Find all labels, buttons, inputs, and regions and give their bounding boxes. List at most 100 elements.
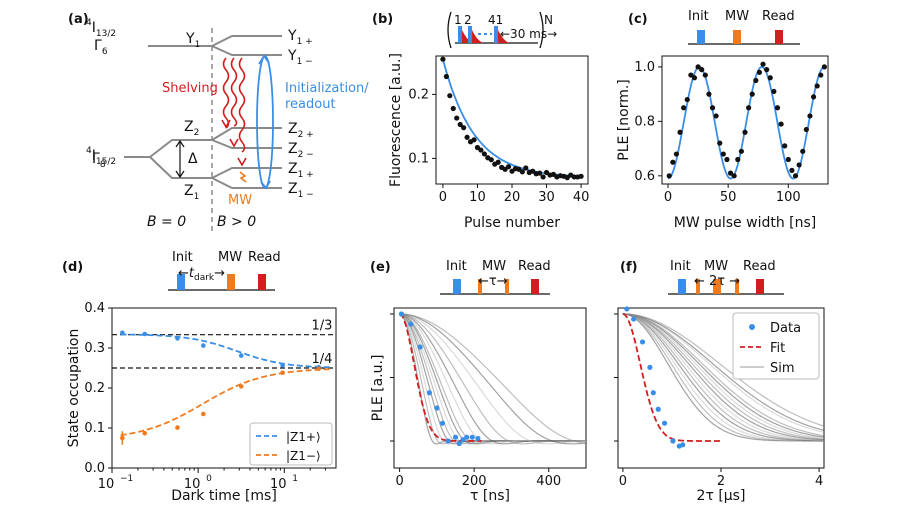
y1p-level (211, 35, 282, 47)
pulse-sequence-b: 1 2 41 ←30 ms→ N (447, 11, 557, 49)
seq-f-read-pulse (756, 279, 764, 294)
x-tick-label-d-0: 10 (184, 477, 201, 492)
x-tick-exponent-d--1: −1 (120, 474, 133, 484)
legend-label-minus-d: |Z1−⟩ (286, 449, 321, 463)
seq-label-1: 1 (454, 13, 462, 27)
sim-curve-plot-f (622, 313, 824, 438)
pulse-sequence-d: Init ←tdark→ MW Read (168, 250, 281, 291)
z1m-label: Z1 − (288, 181, 314, 200)
b-positive-label: B > 0 (217, 214, 256, 230)
data-point-plot-e (398, 311, 405, 317)
x-tick-label-d--1: 10 (98, 477, 115, 492)
panel-a-label: (a) (68, 12, 89, 27)
axes-frame-c (661, 55, 829, 185)
data-point-c (818, 72, 824, 78)
y1m-label: Y1 − (287, 48, 313, 67)
data-point-b (471, 137, 477, 143)
legend-label-plus-d: |Z1+⟩ (286, 430, 321, 444)
seq-pulse-2 (468, 26, 472, 43)
seq-d-init-pulse (177, 274, 185, 290)
data-point-b (478, 147, 484, 153)
data-point-d-minus (175, 425, 180, 430)
seq-f-init-pulse (678, 279, 686, 294)
data-point-b (505, 164, 512, 170)
data-point-c (774, 105, 781, 111)
data-point-plot-f (624, 306, 630, 312)
panel-f: (f) Init MW ← 2τ → Read 0 2 4 2τ [μs] Data Fi… (614, 259, 825, 504)
data-point-plot-f (661, 420, 668, 426)
plot-c: 0 50 100 0.6 0.8 1.0 MW pulse width [ns] PLE [n… (616, 55, 829, 231)
pulse-sequence-c: Init MW Read (688, 9, 800, 45)
x-axis-label-b: Pulse number (464, 215, 560, 231)
data-point-d-plus (238, 353, 244, 358)
data-point-plot-e (439, 420, 446, 426)
seq-c-init-label: Init (688, 9, 709, 24)
y-axis-label-plot-e: PLE [a.u.] (370, 355, 386, 422)
data-point-c (771, 88, 777, 95)
x-tick-label-plot-f-2: 2 (717, 474, 725, 489)
data-point-c (764, 67, 770, 73)
seq-repeat-label: N (544, 13, 553, 27)
panel-e: (e) Init MW ←τ→ Read 0 200 400 τ [ns] PLE [a… (370, 259, 587, 504)
seq-e-tau-label: ←τ→ (478, 274, 508, 289)
data-point-plot-f (631, 316, 637, 322)
reference-label-d-1: 1/4 (312, 352, 333, 367)
x-tick-exponent-d-1: 1 (292, 474, 298, 484)
data-point-c (746, 105, 752, 111)
gamma8-label: Γ8 (92, 151, 106, 170)
data-point-b (450, 105, 456, 112)
shelving-wave-3 (238, 57, 246, 153)
sim-curve-plot-f (622, 313, 824, 442)
data-point-plot-e (464, 434, 470, 440)
data-point-c (807, 113, 813, 119)
shelving-arrowheads (221, 119, 247, 167)
init-loop-arrowheads (258, 54, 271, 190)
data-point-c (821, 64, 827, 70)
data-point-c (803, 126, 809, 133)
seq-d-read-pulse (258, 274, 266, 290)
seq-label-41: 41 (488, 13, 503, 27)
seq-c-init-pulse (697, 30, 705, 44)
z2p-label: Z2 + (288, 121, 314, 140)
z1p-label: Z1 + (288, 161, 314, 180)
axes-frame-plot-e (393, 307, 587, 469)
data-point-d-minus (316, 366, 322, 372)
y1p-label: Y1 + (287, 28, 313, 47)
data-point-b (443, 73, 449, 80)
data-point-plot-e (445, 438, 451, 444)
sim-curve-plot-f (622, 313, 824, 442)
shelving-wave-1 (222, 57, 230, 129)
i15-label: 4I15/2 (86, 146, 116, 167)
y-axis-label-d: State occupation (66, 329, 82, 448)
z1p-level (211, 167, 282, 179)
data-point-c (666, 173, 672, 179)
init-label-1: Initialization/ (285, 81, 369, 96)
data-point-plot-e (426, 390, 433, 396)
data-point-c (800, 148, 806, 154)
seq-d-init-label: Init (172, 250, 193, 265)
sim-curve-plot-f (622, 313, 824, 441)
y-axis-label-c: PLE [norm.] (616, 79, 632, 161)
x-tick-label-b-40: 40 (573, 190, 590, 205)
seq-f-mw-label: MW (704, 259, 728, 274)
seq-d-read-label: Read (248, 250, 281, 265)
seq-label-2: 2 (464, 13, 472, 27)
seq-e-mw-pulse-2 (505, 279, 509, 294)
seq-decay-1 (462, 30, 474, 43)
sim-curve-plot-f (622, 313, 824, 427)
data-point-c (782, 143, 788, 149)
x-axis-label-plot-e: τ [ns] (470, 488, 510, 504)
panel-e-label: (e) (370, 260, 391, 275)
data-point-c (677, 129, 683, 135)
data-point-c (731, 173, 737, 179)
y-tick-label-c-1: 1.0 (634, 60, 655, 75)
seq-f-mw-pulse-1 (696, 279, 700, 294)
seq-d-mw-pulse (227, 274, 235, 290)
x-tick-label-c-50: 50 (720, 190, 737, 205)
data-point-c (796, 162, 802, 168)
seq-e-init-label: Init (446, 259, 467, 274)
data-point-d-plus (201, 343, 206, 348)
panel-a: (a) 4I13/2 Γ6 4I15/2 Γ8 Y1 Y1 + Y1 − Z2 … (68, 12, 369, 232)
data-point-plot-f (647, 364, 653, 370)
data-point-plot-e (417, 344, 423, 350)
